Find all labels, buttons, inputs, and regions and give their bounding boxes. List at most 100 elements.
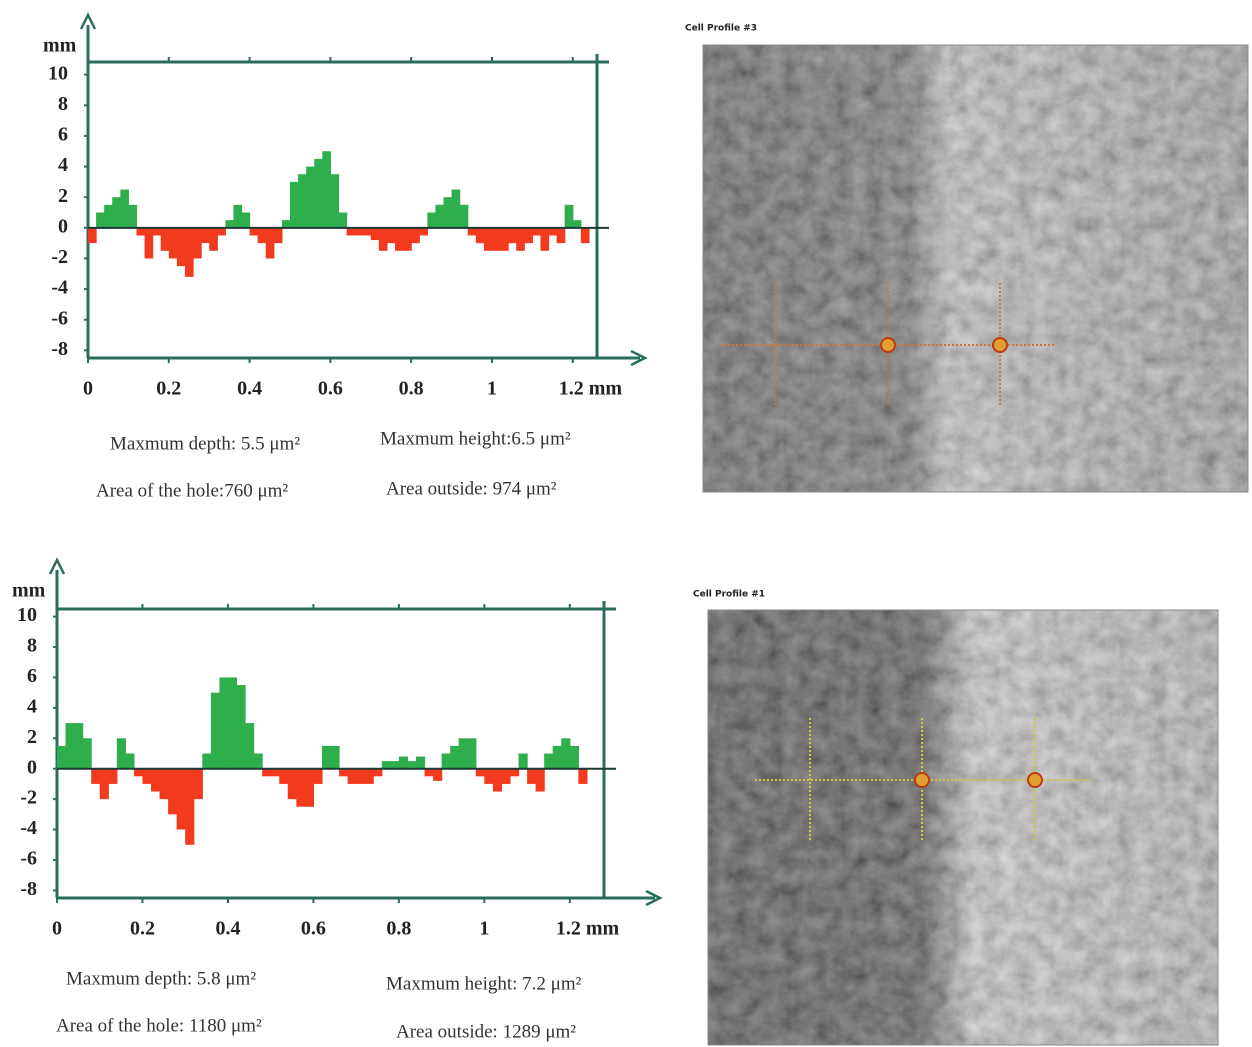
profile-segment — [548, 227, 558, 236]
profile-segment — [491, 227, 501, 251]
micrograph-texture — [703, 45, 1248, 492]
profile-segment — [210, 692, 220, 769]
profile-segment — [160, 227, 170, 251]
profile-segment — [435, 204, 445, 228]
profile-segment — [262, 768, 272, 777]
profile-segment — [245, 723, 255, 769]
y-tick-label: 2 — [58, 185, 68, 207]
profile-segment — [241, 212, 251, 228]
profile-segment — [330, 745, 340, 769]
profile-segment — [116, 738, 126, 769]
profile-segment — [233, 204, 243, 228]
profile-segment — [427, 212, 437, 228]
profile-segment — [339, 768, 349, 777]
profile-segment — [500, 227, 509, 251]
profile-segment — [381, 761, 391, 769]
profile-segment — [96, 212, 105, 228]
profile-segment — [227, 677, 238, 769]
profile-segment — [128, 204, 138, 228]
annotation: Area of the hole: 1180 μm² — [56, 1015, 262, 1036]
profile-segment — [184, 227, 194, 277]
profile-segment — [74, 723, 84, 769]
y-tick-label: 2 — [27, 726, 37, 748]
profile-segment — [209, 227, 218, 251]
profile-segment — [168, 227, 178, 259]
x-tick-label: 1.2 mm — [556, 918, 620, 940]
profile-segment — [57, 745, 67, 769]
annotation: Area of the hole:760 μm² — [96, 480, 288, 501]
profile-segment — [459, 204, 469, 228]
profile-segment — [265, 227, 275, 259]
profile-segment — [544, 753, 554, 769]
micrograph-title: Cell Profile #1 — [693, 590, 765, 600]
profile-segment — [475, 768, 485, 777]
y-tick-label: 6 — [58, 124, 68, 146]
profile-segment — [362, 227, 372, 236]
profile-segment — [556, 227, 566, 244]
annotation: Maxmum depth: 5.5 μm² — [110, 433, 300, 454]
profile-segment — [403, 227, 412, 251]
y-axis-arrow — [79, 12, 97, 30]
profile-segment — [347, 768, 357, 784]
profile-segment — [217, 227, 226, 236]
profile-segment — [378, 227, 388, 251]
profile-segment — [532, 227, 542, 236]
profile-segment — [564, 204, 574, 228]
y-tick-label: -8 — [20, 878, 37, 900]
profile-segment — [151, 768, 161, 792]
y-tick-label: 10 — [17, 604, 37, 626]
profile-segment — [279, 768, 289, 784]
x-tick-label: 0 — [52, 918, 62, 940]
profile-segment — [578, 768, 588, 784]
profile-segment — [467, 738, 477, 769]
profile-segment — [475, 227, 485, 244]
profile-segment — [202, 753, 212, 769]
profile-segment — [120, 189, 129, 228]
profile-segment — [321, 745, 332, 769]
profile-segment — [338, 212, 348, 228]
probe-point — [992, 337, 1008, 353]
profile-segment — [424, 768, 434, 777]
profile-segment — [356, 768, 366, 784]
profile-segment — [185, 768, 195, 845]
profile-segment — [467, 227, 477, 236]
profile-segment — [225, 220, 235, 228]
profile-segment — [322, 151, 331, 228]
profile-segment — [458, 738, 468, 769]
y-axis-arrow — [48, 557, 66, 575]
profile-segment — [398, 756, 409, 769]
x-tick-label: 0.4 — [237, 378, 262, 400]
profile-segment — [296, 768, 306, 807]
profile-segment — [125, 753, 135, 769]
profile-segment — [193, 227, 202, 259]
y-tick-label: -6 — [51, 307, 68, 329]
profile-segment — [527, 768, 537, 784]
profile-segment — [411, 227, 420, 244]
profile-segment — [483, 227, 493, 251]
profile-segment — [572, 220, 582, 228]
y-tick-label: 0 — [58, 215, 68, 237]
x-axis-arrow — [645, 889, 663, 907]
profile-segment — [535, 768, 545, 792]
profile-segment — [273, 227, 283, 244]
profile-segment — [88, 227, 97, 244]
micrograph-title: Cell Profile #3 — [685, 24, 757, 34]
y-tick-label: -8 — [51, 338, 68, 360]
profile-segment — [136, 227, 146, 236]
profile-segment — [580, 227, 590, 244]
x-tick-label: 0 — [83, 378, 93, 400]
profile-segment — [407, 761, 417, 769]
profile-segment — [201, 227, 210, 244]
profile-segment — [193, 768, 203, 800]
profile-segment — [386, 227, 396, 244]
y-tick-label: -4 — [20, 817, 37, 839]
profile-segment — [249, 227, 259, 236]
profile-segment — [112, 197, 121, 228]
profile-segment — [450, 745, 460, 769]
profile-segment — [257, 227, 267, 244]
profile-segment — [370, 227, 380, 241]
annotation: Maxmum height: 7.2 μm² — [386, 973, 582, 994]
probe-point — [914, 772, 930, 788]
x-tick-label: 1 — [487, 378, 497, 400]
profile-segment — [561, 738, 571, 769]
